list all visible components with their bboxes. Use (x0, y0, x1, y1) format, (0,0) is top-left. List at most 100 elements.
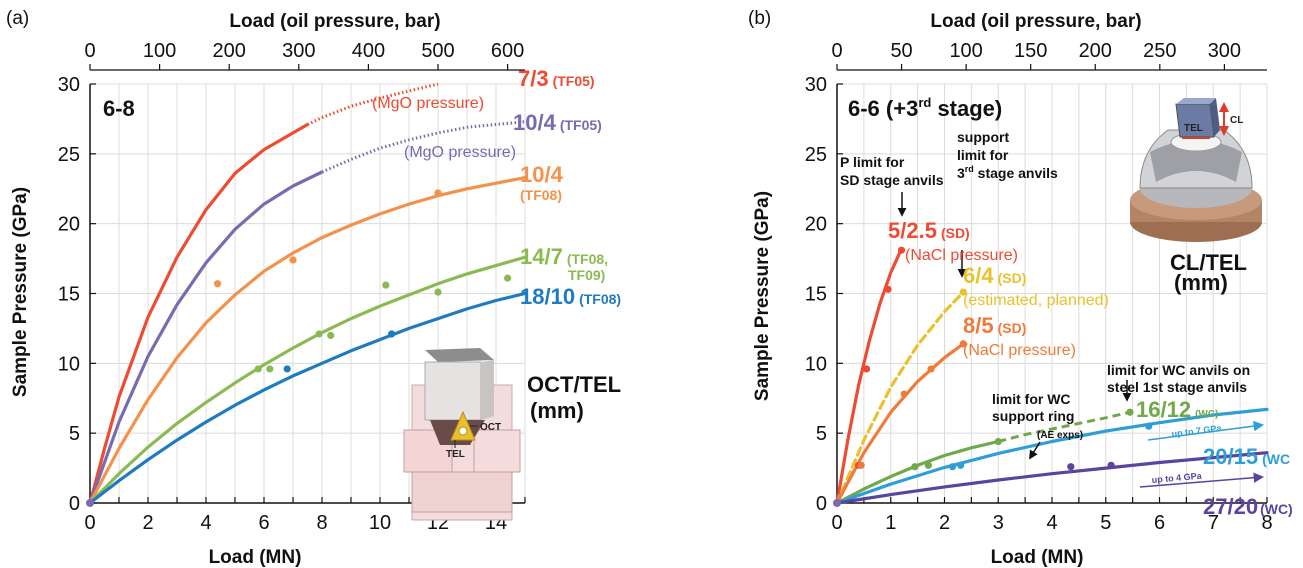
data-point-4 (1145, 422, 1153, 430)
note-up-to-4: up to 4 GPa (1151, 471, 1203, 485)
series-line-5 (835, 451, 1269, 505)
inset-cl-label: CL (1230, 115, 1243, 126)
y-tick-label: 30 (58, 74, 80, 96)
panel-b-x-axis-title: Load (MN) (991, 547, 1084, 568)
series-line-0 (835, 247, 904, 505)
top-tick-label: 400 (352, 40, 385, 62)
x-tick-label: 2 (142, 512, 153, 534)
callout-wc-ring-2: support ring (992, 408, 1074, 424)
y-tick-label: 0 (816, 493, 827, 515)
series-dashed-extension-3 (997, 410, 1131, 443)
top-tick-label: 200 (1079, 40, 1112, 62)
callout-support-1: support (957, 129, 1009, 145)
data-point-4 (388, 330, 396, 338)
anvil-assembly-illustration (1130, 98, 1262, 242)
panel-b-y-axis-title: Sample Pressure (GPa) (752, 191, 773, 401)
y-tick-label: 10 (58, 353, 80, 375)
series-line-3 (88, 255, 527, 505)
note-6-4: (estimated, planned) (963, 292, 1109, 309)
callout-wc-steel-2: steel 1st stage anvils (1107, 379, 1247, 395)
data-point-3 (1126, 408, 1134, 416)
top-tick-label: 50 (890, 40, 912, 62)
x-tick-label: 0 (84, 512, 95, 534)
y-tick-label: 15 (805, 284, 827, 306)
y-tick-label: 10 (805, 353, 827, 375)
label-27-20: 27/20 (WC) (1203, 494, 1293, 519)
x-tick-label: 8 (1261, 512, 1272, 534)
y-tick-label: 15 (58, 284, 80, 306)
inset-a-label-2: (mm) (530, 398, 584, 423)
top-tick-label: 300 (282, 40, 315, 62)
series-line-0 (88, 122, 310, 505)
data-point-0 (884, 285, 892, 293)
panel-a-y-axis-title: Sample Pressure (GPa) (10, 187, 31, 397)
data-point-2 (959, 340, 967, 348)
data-point-3 (266, 365, 274, 373)
note-7-3: (MgO pressure) (372, 95, 484, 112)
note-10-4-tf05: (MgO pressure) (404, 144, 516, 161)
inset-b-tel-label: TEL (1184, 123, 1203, 134)
data-point-0 (862, 365, 871, 373)
series-extrapolation-0 (306, 82, 439, 126)
data-point-2 (927, 365, 935, 373)
label-14-7: 14/7 (TF08, (520, 244, 608, 269)
note-up-to-7: up to 7 GPa (1171, 423, 1223, 439)
top-tick-label: 100 (949, 40, 982, 62)
panel-b: (b) Load (oil pressure, bar) Load (MN) S… (748, 8, 1293, 568)
top-tick-label: 0 (831, 40, 842, 62)
data-point-2 (857, 461, 865, 469)
data-point-4 (957, 461, 965, 469)
panel-a-x-axis-title: Load (MN) (209, 547, 302, 568)
panel-a-label: (a) (6, 8, 29, 29)
top-tick-label: 100 (143, 40, 176, 62)
note-8-5: (NaCl pressure) (963, 342, 1076, 359)
x-tick-label: 0 (831, 512, 842, 534)
x-tick-label: 8 (316, 512, 327, 534)
top-tick-label: 150 (1014, 40, 1047, 62)
x-tick-label: 1 (885, 512, 896, 534)
top-tick-label: 600 (491, 40, 524, 62)
data-point-4 (948, 463, 957, 471)
panel-b-label: (b) (748, 8, 771, 29)
x-tick-label: 4 (200, 512, 211, 534)
y-tick-label: 25 (805, 144, 827, 166)
data-point-1 (959, 288, 967, 296)
data-point-4 (283, 365, 291, 373)
data-point-3 (382, 281, 390, 289)
label-18-10: 18/10 (TF08) (520, 284, 621, 309)
series-line-4 (835, 407, 1269, 505)
callout-p-limit-1: P limit for (840, 154, 905, 170)
note-5-2-5: (NaCl pressure) (905, 247, 1018, 264)
inset-b-label-2: (mm) (1174, 270, 1228, 295)
panel-a-top-axis-title: Load (oil pressure, bar) (229, 11, 440, 32)
data-point-2 (900, 390, 908, 398)
panel-b-top-axis-title: Load (oil pressure, bar) (930, 11, 1141, 32)
label-7-3: 7/3 (TF05) (518, 66, 595, 91)
series-extrapolation-1 (321, 120, 526, 174)
y-tick-label: 5 (816, 423, 827, 445)
callout-wc-steel-1: limit for WC anvils on (1107, 362, 1250, 378)
inset-oct-label: OCT (480, 422, 501, 433)
top-tick-label: 200 (213, 40, 246, 62)
panel-b-annotation: 6-6 (+3rd stage) (848, 95, 1002, 121)
arrow-up-to-4 (1139, 472, 1265, 488)
callout-wc-ring-3: (AE exps) (1037, 430, 1083, 441)
y-tick-label: 30 (805, 74, 827, 96)
label-10-4-tf08: 10/4 (520, 162, 564, 187)
data-point-3 (994, 437, 1002, 446)
label-10-4-tf05: 10/4 (TF05) (513, 110, 602, 135)
data-point-2 (434, 189, 442, 197)
data-point-5 (1107, 461, 1115, 469)
inset-tel-label: TEL (446, 449, 465, 460)
tag2-14-7: TF09) (568, 267, 605, 283)
label-16-12: 16/12 (WC) (1136, 397, 1218, 422)
data-point-5 (1067, 463, 1075, 471)
panel-a-series (88, 82, 527, 505)
data-point-3 (504, 274, 512, 282)
x-tick-label: 2 (939, 512, 950, 534)
panel-a: (a) Load (oil pressure, bar) Load (MN) S… (6, 8, 621, 568)
origin-point (86, 499, 94, 507)
y-tick-label: 0 (69, 493, 80, 515)
